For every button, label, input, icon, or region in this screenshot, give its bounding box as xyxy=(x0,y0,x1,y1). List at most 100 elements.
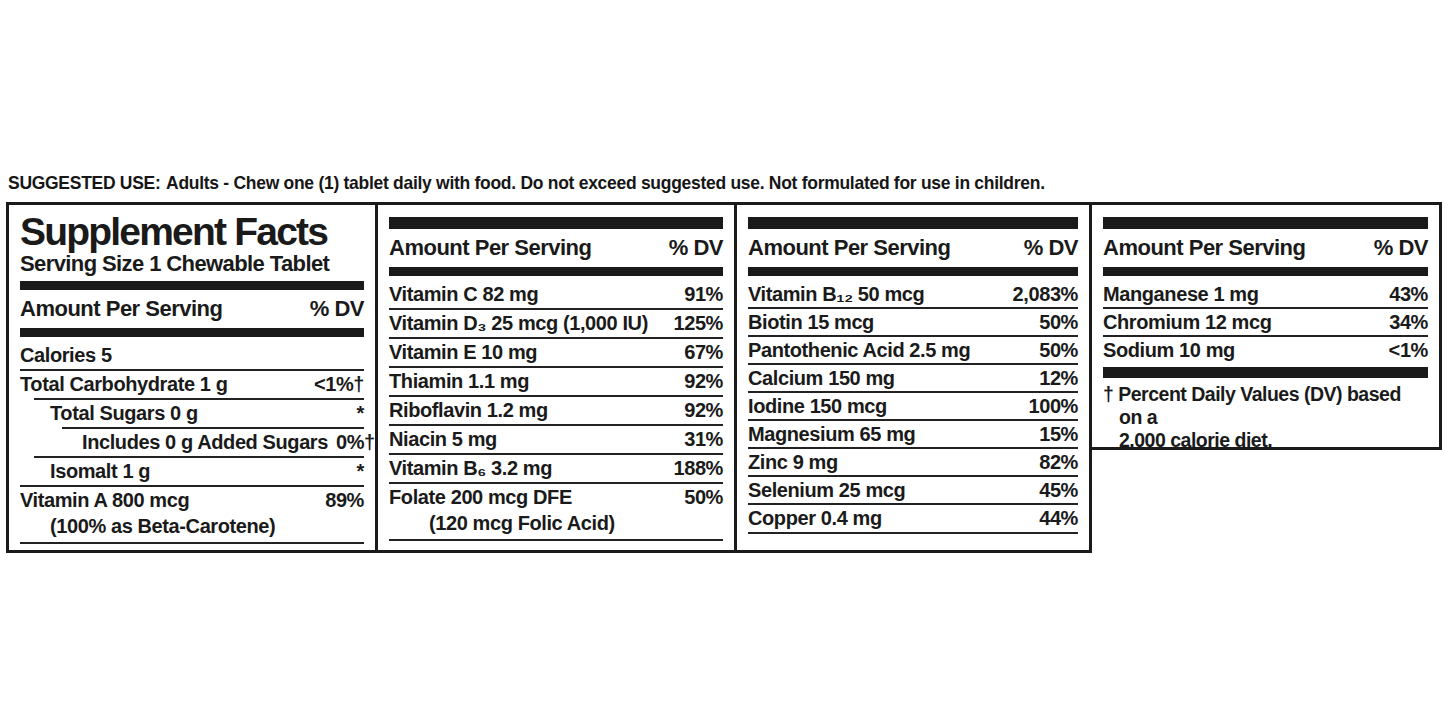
nutrient-dv: 31% xyxy=(676,428,723,451)
suggested-use: SUGGESTED USE:Adults - Chew one (1) tabl… xyxy=(8,172,1045,194)
nutrient-dv: 188% xyxy=(665,457,723,480)
suggested-use-label: SUGGESTED USE: xyxy=(8,172,161,193)
nutrient-name: Chromium 12 mcg xyxy=(1103,311,1271,334)
nutrient-dv: 100% xyxy=(1020,395,1078,418)
facts-column-4: Amount Per Serving % DV Manganese 1 mg 4… xyxy=(1092,202,1442,450)
nutrient-name: Pantothenic Acid 2.5 mg xyxy=(748,339,970,362)
facts-column-2: Amount Per Serving % DV Vitamin C 82 mg … xyxy=(375,205,734,550)
nutrient-row: Selenium 25 mcg 45% xyxy=(748,477,1078,503)
nutrient-name: Copper 0.4 mg xyxy=(748,507,882,530)
nutrient-name: Vitamin B₆ 3.2 mg xyxy=(389,457,552,480)
header-amount-label: Amount Per Serving xyxy=(389,235,591,261)
nutrient-row: Copper 0.4 mg 44% xyxy=(748,505,1078,531)
column-header: Amount Per Serving % DV xyxy=(1103,234,1428,262)
divider-bar xyxy=(748,217,1078,229)
nutrient-name: Manganese 1 mg xyxy=(1103,283,1259,306)
nutrient-dv: 43% xyxy=(1381,283,1428,306)
nutrient-row: Riboflavin 1.2 mg 92% xyxy=(389,397,723,424)
footnote-daily-values: † Percent Daily Values (DV) based on a 2… xyxy=(1103,383,1428,450)
nutrient-row: Calcium 150 mg 12% xyxy=(748,365,1078,391)
nutrient-dv: 92% xyxy=(676,370,723,393)
column-header: Amount Per Serving % DV xyxy=(20,295,364,323)
nutrient-dv: 91% xyxy=(676,283,723,306)
nutrient-name: Iodine 150 mcg xyxy=(748,395,887,418)
nutrient-row: Iodine 150 mcg 100% xyxy=(748,393,1078,419)
nutrient-name: Thiamin 1.1 mg xyxy=(389,370,529,393)
nutrient-dv: 15% xyxy=(1031,423,1078,446)
nutrient-dv: 2,083% xyxy=(1005,283,1078,306)
nutrient-row: Manganese 1 mg 43% xyxy=(1103,281,1428,307)
header-dv-label: % DV xyxy=(310,296,364,322)
facts-column-3: Amount Per Serving % DV Vitamin B₁₂ 50 m… xyxy=(734,205,1089,550)
divider-bar xyxy=(389,217,723,229)
header-dv-label: % DV xyxy=(1374,235,1428,261)
nutrient-dv: 44% xyxy=(1031,507,1078,530)
nutrient-row: Folate 200 mcg DFE 50% xyxy=(389,484,723,511)
nutrient-name: Biotin 15 mcg xyxy=(748,311,874,334)
separator xyxy=(20,542,364,544)
nutrient-name: Vitamin E 10 mg xyxy=(389,341,537,364)
nutrient-name: Zinc 9 mg xyxy=(748,451,838,474)
nutrient-name: Magnesium 65 mg xyxy=(748,423,915,446)
nutrient-name: Vitamin D₃ 25 mcg (1,000 IU) xyxy=(389,312,648,335)
nutrient-dv: 50% xyxy=(1031,311,1078,334)
nutrient-dv: <1% xyxy=(1381,339,1428,362)
serving-size: Serving Size 1 Chewable Tablet xyxy=(20,251,364,276)
nutrient-row: Total Carbohydrate 1 g <1%† xyxy=(20,371,364,398)
nutrient-note: (120 mcg Folic Acid) xyxy=(389,511,723,538)
nutrient-name: Includes 0 g Added Sugars xyxy=(20,431,328,454)
nutrient-name: Vitamin B₁₂ 50 mcg xyxy=(748,283,924,306)
divider-bar xyxy=(1103,217,1428,229)
header-dv-label: % DV xyxy=(669,235,723,261)
nutrient-dv: 45% xyxy=(1031,479,1078,502)
nutrient-row: Magnesium 65 mg 15% xyxy=(748,421,1078,447)
suggested-use-text: Adults - Chew one (1) tablet daily with … xyxy=(166,172,1045,193)
nutrient-dv: 50% xyxy=(1031,339,1078,362)
divider-bar xyxy=(389,267,723,276)
nutrient-dv: * xyxy=(349,460,364,483)
nutrient-name: Selenium 25 mcg xyxy=(748,479,905,502)
nutrient-row: Niacin 5 mg 31% xyxy=(389,426,723,453)
divider-bar xyxy=(748,267,1078,276)
nutrient-dv: 89% xyxy=(317,489,364,512)
nutrient-name: Folate 200 mcg DFE xyxy=(389,486,572,509)
panel-title: Supplement Facts xyxy=(20,213,364,251)
nutrient-row: Biotin 15 mcg 50% xyxy=(748,309,1078,335)
nutrient-dv: 92% xyxy=(676,399,723,422)
nutrient-name: Total Sugars 0 g xyxy=(20,402,198,425)
nutrient-dv: 67% xyxy=(676,341,723,364)
facts-column-1: Supplement Facts Serving Size 1 Chewable… xyxy=(9,205,375,550)
column-header: Amount Per Serving % DV xyxy=(389,234,723,262)
nutrient-row: Isomalt 1 g * xyxy=(20,458,364,485)
nutrient-dv: 34% xyxy=(1381,311,1428,334)
nutrient-name: Total Carbohydrate 1 g xyxy=(20,373,228,396)
nutrient-row: Zinc 9 mg 82% xyxy=(748,449,1078,475)
nutrient-name: Vitamin A 800 mcg xyxy=(20,489,189,512)
nutrient-row: Vitamin D₃ 25 mcg (1,000 IU) 125% xyxy=(389,310,723,337)
nutrient-dv: 82% xyxy=(1031,451,1078,474)
nutrient-name: Vitamin C 82 mg xyxy=(389,283,538,306)
nutrient-name: Calcium 150 mg xyxy=(748,367,895,390)
footnote-divider-bar xyxy=(1103,367,1428,378)
header-dv-label: % DV xyxy=(1024,235,1078,261)
nutrient-dv: 12% xyxy=(1031,367,1078,390)
nutrient-row: Pantothenic Acid 2.5 mg 50% xyxy=(748,337,1078,363)
nutrient-dv: 50% xyxy=(676,486,723,509)
nutrient-name: Sodium 10 mg xyxy=(1103,339,1235,362)
nutrient-row: Chromium 12 mcg 34% xyxy=(1103,309,1428,335)
nutrient-row: Vitamin C 82 mg 91% xyxy=(389,281,723,308)
nutrient-row: Vitamin E 10 mg 67% xyxy=(389,339,723,366)
column-header: Amount Per Serving % DV xyxy=(748,234,1078,262)
separator xyxy=(389,539,723,541)
divider-bar xyxy=(20,281,364,290)
divider-bar xyxy=(20,328,364,337)
header-amount-label: Amount Per Serving xyxy=(748,235,950,261)
label-image: SUGGESTED USE:Adults - Chew one (1) tabl… xyxy=(0,0,1445,723)
nutrient-row: Vitamin A 800 mcg 89% xyxy=(20,487,364,514)
nutrient-dv: <1%† xyxy=(306,373,364,396)
facts-main-box: Supplement Facts Serving Size 1 Chewable… xyxy=(6,202,1092,553)
nutrient-dv: 0%† xyxy=(328,431,375,454)
supplement-facts-panel: Supplement Facts Serving Size 1 Chewable… xyxy=(6,202,1442,553)
nutrient-name: Isomalt 1 g xyxy=(20,460,150,483)
nutrient-name: Riboflavin 1.2 mg xyxy=(389,399,548,422)
